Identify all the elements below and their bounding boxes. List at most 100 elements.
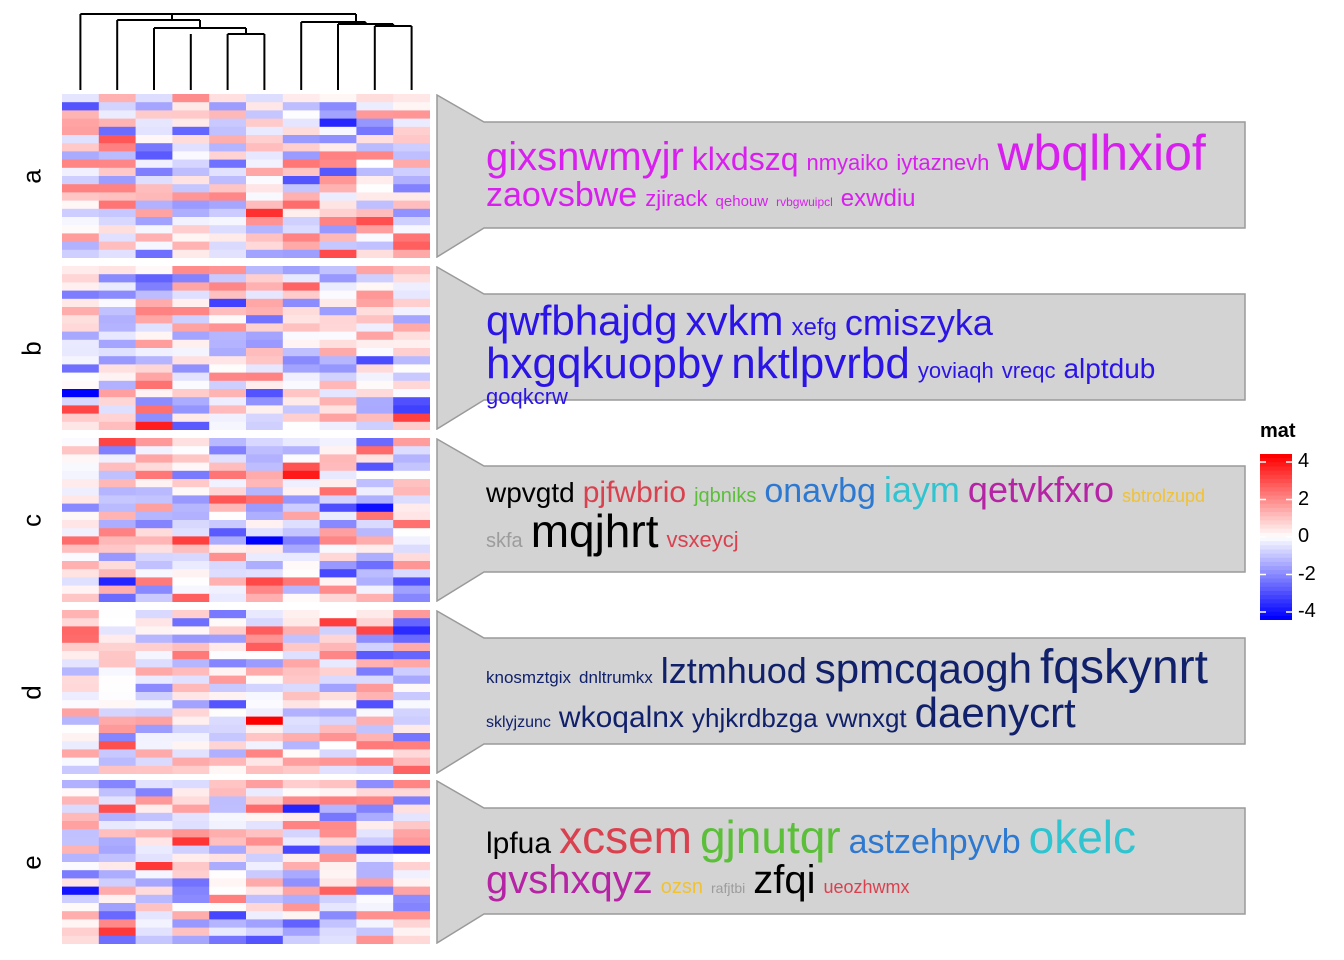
heatmap-cell: [282, 266, 321, 275]
heatmap-cell: [356, 290, 394, 300]
heatmap-cell: [393, 462, 430, 472]
heatmap-cell: [282, 249, 321, 258]
heatmap-cell: [62, 724, 100, 734]
heatmap-cell: [246, 593, 284, 602]
heatmap-cell: [209, 561, 247, 570]
heatmap-cell: [356, 577, 394, 587]
heatmap-cell: [98, 593, 137, 602]
heatmap-cell: [135, 700, 173, 709]
heatmap-cell: [172, 241, 210, 251]
heatmap-cell: [62, 200, 100, 210]
legend-color-step: [1260, 566, 1292, 571]
heatmap-cell: [246, 634, 284, 644]
heatmap-cell: [282, 903, 321, 912]
heatmap-cell: [246, 544, 284, 554]
heatmap-cell: [98, 919, 137, 929]
heatmap-cell: [62, 413, 100, 423]
heatmap-cell: [209, 804, 247, 814]
heatmap-cell: [356, 561, 394, 570]
heatmap-cell: [135, 927, 173, 937]
heatmap-cell: [356, 143, 394, 152]
heatmap-cell: [62, 110, 100, 120]
legend-color-step: [1260, 532, 1292, 538]
column-dendrogram: [79, 13, 413, 90]
heatmap-cell: [209, 780, 247, 789]
heatmap-cell: [282, 610, 321, 619]
heatmap-cell: [135, 503, 173, 513]
heatmap-cell: [172, 561, 210, 570]
heatmap-cell: [393, 561, 430, 570]
heatmap-cell: [393, 315, 430, 324]
heatmap-cell: [98, 208, 137, 218]
heatmap-cell: [356, 716, 394, 726]
heatmap-cell: [282, 675, 321, 685]
legend-color-step: [1260, 487, 1292, 492]
heatmap-cell: [393, 298, 430, 308]
heatmap-cell: [172, 208, 210, 218]
heatmap-cell: [356, 585, 394, 595]
heatmap-cell: [209, 487, 247, 496]
heatmap-cell: [98, 626, 137, 636]
heatmap-cell: [356, 380, 394, 390]
heatmap-cell: [282, 626, 321, 636]
heatmap-cell: [62, 94, 100, 103]
heatmap-cell: [62, 741, 100, 750]
heatmap-cell: [209, 438, 247, 447]
heatmap-cell: [62, 675, 100, 685]
heatmap-cell: [135, 610, 173, 619]
heatmap-cell: [172, 626, 210, 636]
heatmap-cell: [98, 788, 137, 797]
heatmap-cell: [246, 911, 284, 920]
word-cloud-term: iaym: [883, 469, 960, 510]
heatmap-cell: [62, 266, 100, 275]
heatmap-cell: [393, 217, 430, 226]
heatmap-cell: [62, 487, 100, 496]
heatmap-cell: [172, 315, 210, 324]
heatmap-cell: [172, 667, 210, 677]
legend-color-step: [1260, 603, 1292, 609]
heatmap-cell: [98, 438, 137, 447]
heatmap-cell: [209, 716, 247, 726]
heatmap-cell: [135, 903, 173, 912]
heatmap-cell: [319, 919, 357, 929]
word-cloud-term: sklyjzunc: [486, 714, 551, 731]
heatmap-cell: [98, 675, 137, 685]
word-cloud-term: vwnxgt: [825, 703, 907, 733]
heatmap-cell: [246, 438, 284, 447]
heatmap-cell: [246, 503, 284, 513]
heatmap-cell: [393, 788, 430, 797]
heatmap-cell: [62, 585, 100, 595]
heatmap-cell: [172, 886, 210, 896]
heatmap-cell: [282, 919, 321, 929]
heatmap-cell: [393, 110, 430, 120]
heatmap-cell: [209, 102, 247, 111]
heatmap-cell: [282, 837, 321, 847]
heatmap-cell: [282, 217, 321, 226]
heatmap-cell: [282, 405, 321, 415]
heatmap-cell: [246, 765, 284, 774]
heatmap-cell: [356, 225, 394, 234]
heatmap-cell: [319, 675, 357, 685]
heatmap-cell: [356, 249, 394, 258]
heatmap-cell: [172, 339, 210, 349]
heatmap-cell: [172, 878, 210, 888]
heatmap-cell: [393, 536, 430, 546]
legend-color-step: [1260, 615, 1292, 620]
word-cloud-term: lpfua: [486, 827, 552, 860]
heatmap-cell: [62, 935, 100, 944]
heatmap-cell: [209, 159, 247, 169]
heatmap-cell: [356, 356, 394, 365]
heatmap-cell: [135, 878, 173, 888]
heatmap-cell: [319, 796, 357, 806]
heatmap-cell: [172, 462, 210, 472]
heatmap-cell: [282, 454, 321, 464]
heatmap-cell: [62, 796, 100, 806]
heatmap-cell: [135, 667, 173, 677]
legend-color-step: [1260, 499, 1292, 505]
heatmap-cell: [135, 757, 173, 767]
heatmap-cell: [172, 894, 210, 904]
heatmap-cell: [282, 331, 321, 341]
heatmap-cell: [135, 462, 173, 472]
heatmap-cell: [135, 290, 173, 300]
heatmap-cell: [62, 454, 100, 464]
